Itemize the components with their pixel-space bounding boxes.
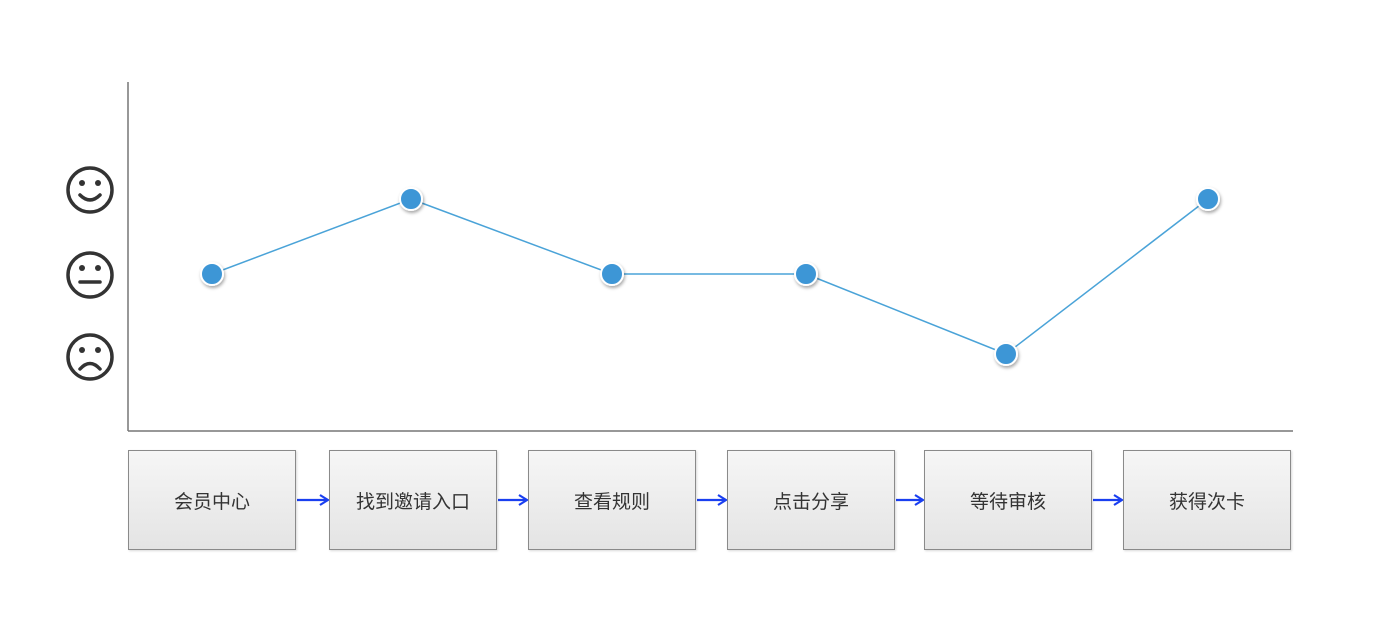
neutral-face-icon [66, 251, 114, 299]
journey-step: 获得次卡 [1123, 450, 1291, 550]
journey-step: 查看规则 [528, 450, 696, 550]
data-point [794, 262, 818, 286]
journey-step: 点击分享 [727, 450, 895, 550]
series-segment [211, 198, 412, 275]
data-point [994, 342, 1018, 366]
data-point [600, 262, 624, 286]
journey-step: 等待审核 [924, 450, 1092, 550]
journey-step: 找到邀请入口 [329, 450, 497, 550]
journey-step: 会员中心 [128, 450, 296, 550]
series-segment [1005, 198, 1209, 355]
sad-face-icon [66, 333, 114, 381]
series-segment [410, 198, 613, 275]
data-point [200, 262, 224, 286]
happy-face-icon [66, 166, 114, 214]
data-point [399, 187, 423, 211]
series-segment [805, 273, 1007, 355]
data-point [1196, 187, 1220, 211]
